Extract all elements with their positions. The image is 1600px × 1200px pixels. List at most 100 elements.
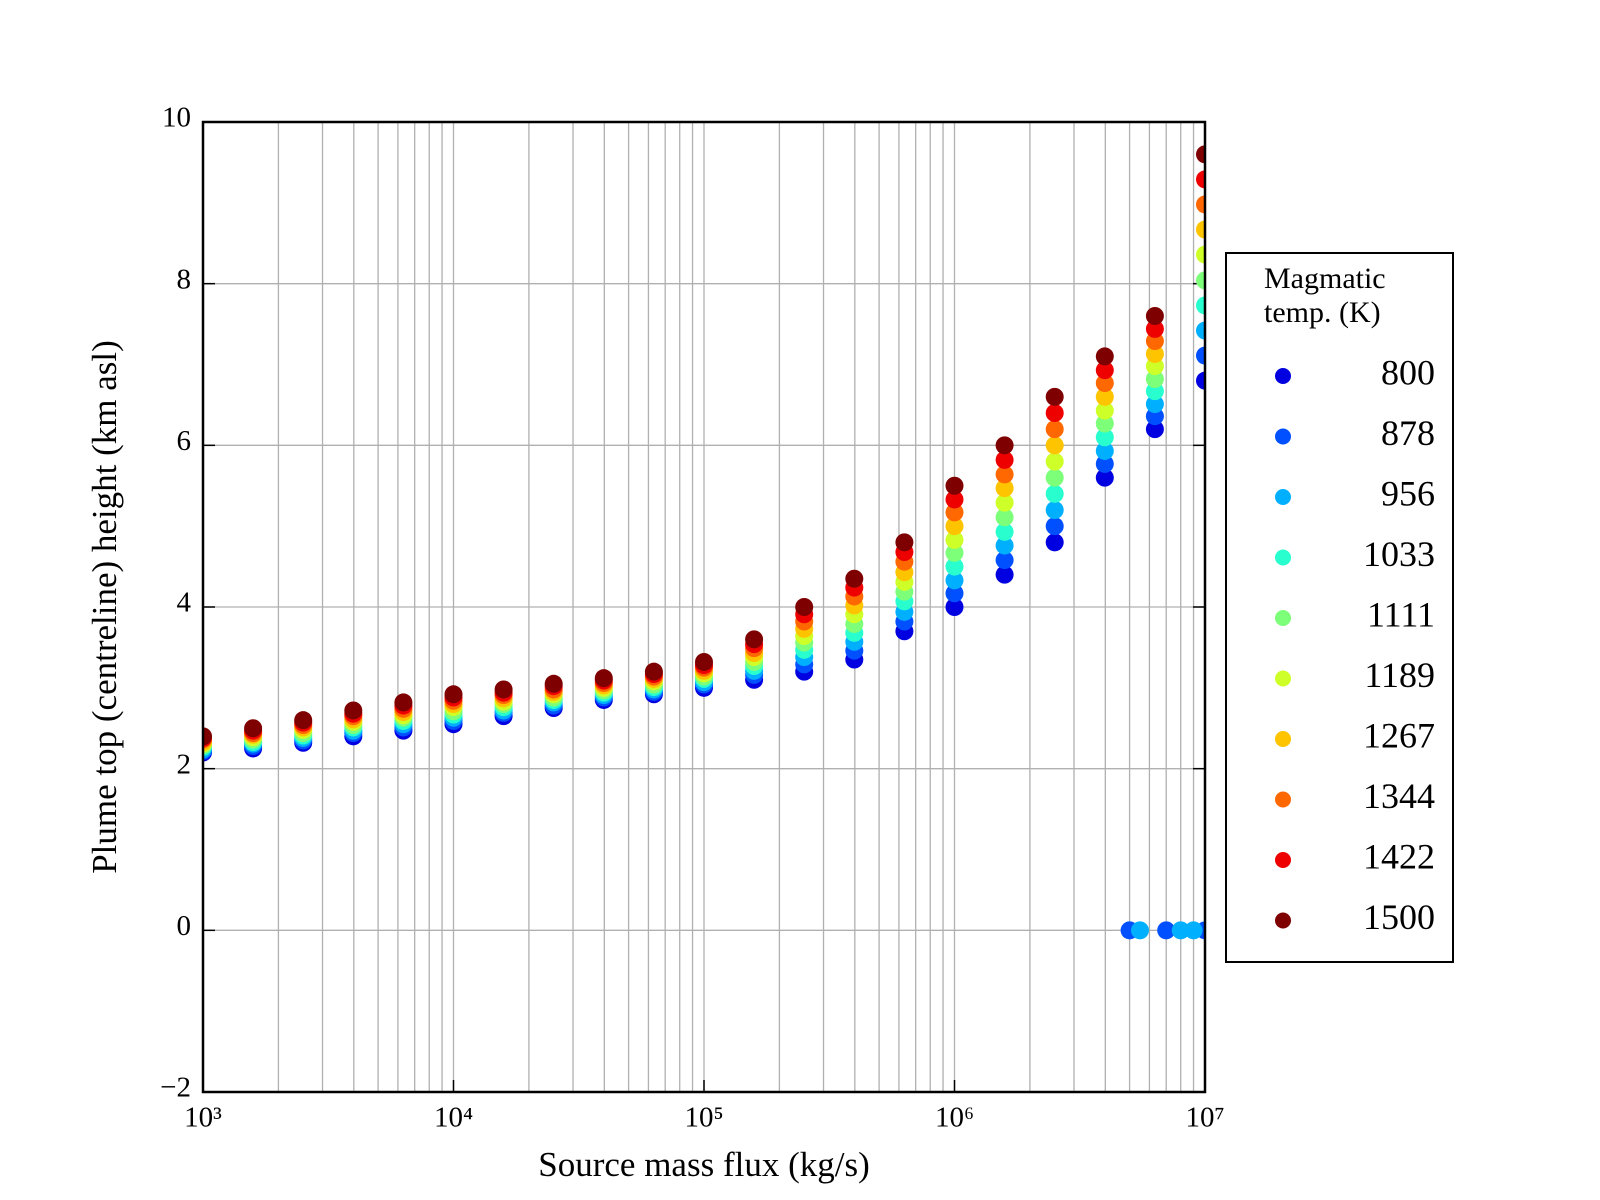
- point: [995, 551, 1014, 570]
- y-tick-label: 2: [177, 748, 192, 780]
- point: [1045, 484, 1064, 503]
- point: [1196, 346, 1205, 365]
- point: [1045, 452, 1064, 471]
- legend-label: 1033: [1363, 534, 1435, 574]
- point: [1145, 370, 1164, 389]
- point: [1045, 533, 1064, 552]
- point: [1045, 420, 1064, 439]
- legend-marker: [1275, 670, 1291, 687]
- legend-label: 800: [1381, 352, 1435, 392]
- point: [1196, 271, 1205, 290]
- point: [1145, 420, 1164, 439]
- y-tick-label: 6: [177, 425, 192, 457]
- y-tick-label: 4: [177, 587, 192, 619]
- point: [995, 536, 1014, 555]
- point: [1095, 347, 1114, 366]
- legend-marker: [1275, 428, 1291, 445]
- legend-marker: [1275, 912, 1291, 929]
- point: [1045, 501, 1064, 519]
- legend-marker: [1275, 610, 1291, 626]
- point: [394, 693, 413, 712]
- point: [544, 674, 563, 693]
- point: [1045, 387, 1064, 406]
- point: [1095, 468, 1114, 487]
- point: [945, 476, 964, 495]
- point: [1145, 395, 1164, 414]
- point: [945, 503, 964, 522]
- point: [1095, 454, 1114, 473]
- point: [945, 557, 964, 576]
- point: [1196, 371, 1205, 390]
- point: [995, 479, 1014, 498]
- legend-label: 878: [1381, 413, 1435, 453]
- point: [1196, 296, 1205, 315]
- x-tick-label: 10³: [184, 1102, 222, 1134]
- point: [695, 652, 713, 671]
- point: [1095, 428, 1114, 447]
- point: [1196, 195, 1205, 214]
- point: [945, 584, 964, 603]
- point: [1196, 170, 1205, 189]
- point: [1045, 517, 1064, 536]
- legend-marker: [1275, 731, 1291, 747]
- point: [745, 630, 764, 649]
- y-tick-label: 8: [177, 263, 192, 295]
- point: [995, 565, 1014, 584]
- x-tick-label: 10⁴: [434, 1102, 473, 1134]
- point: [1157, 921, 1176, 940]
- point: [1095, 361, 1114, 380]
- y-tick-label: 10: [162, 102, 191, 134]
- point: [1095, 374, 1114, 393]
- legend-label: 1422: [1363, 836, 1435, 876]
- legend-marker: [1275, 791, 1291, 808]
- point: [945, 571, 964, 590]
- point: [1095, 387, 1114, 406]
- x-axis-label: Source mass flux (kg/s): [538, 1145, 869, 1184]
- legend-label: 1500: [1363, 897, 1435, 937]
- legend-marker: [1275, 368, 1291, 384]
- point: [1184, 921, 1203, 940]
- legend-label: 956: [1381, 473, 1435, 513]
- legend-marker: [1275, 489, 1291, 505]
- legend-label: 1267: [1363, 715, 1435, 755]
- point: [845, 569, 864, 588]
- point: [945, 543, 964, 562]
- point: [1130, 921, 1149, 940]
- point: [945, 517, 964, 536]
- legend-label: 1111: [1367, 594, 1435, 634]
- legend-box: [1225, 252, 1454, 963]
- point: [995, 436, 1014, 455]
- point: [1045, 436, 1064, 455]
- point: [494, 680, 513, 699]
- point: [945, 530, 964, 549]
- point: [344, 701, 363, 720]
- plot-frame: [201, 120, 1207, 1094]
- point: [294, 711, 313, 730]
- point: [1196, 321, 1205, 340]
- point: [203, 727, 212, 746]
- point: [1196, 145, 1205, 164]
- point: [995, 493, 1014, 512]
- point: [1196, 245, 1205, 264]
- x-tick-label: 10⁵: [684, 1102, 723, 1134]
- point: [1145, 307, 1164, 325]
- legend-marker: [1275, 549, 1291, 566]
- point: [945, 490, 964, 509]
- point: [1095, 401, 1114, 420]
- point: [244, 719, 263, 738]
- points: [203, 145, 1205, 940]
- point: [1171, 921, 1190, 940]
- point: [945, 598, 964, 616]
- point: [995, 508, 1014, 527]
- y-axis-label: Plume top (centreline) height (km asl): [85, 340, 124, 874]
- point: [1145, 319, 1164, 338]
- point: [1045, 404, 1064, 422]
- point: [1095, 414, 1114, 433]
- grid: [202, 121, 1206, 1093]
- point: [1145, 344, 1164, 363]
- point: [1045, 468, 1064, 487]
- x-tick-label: 10⁷: [1185, 1102, 1224, 1134]
- point: [594, 669, 613, 688]
- legend-marker: [1275, 852, 1291, 868]
